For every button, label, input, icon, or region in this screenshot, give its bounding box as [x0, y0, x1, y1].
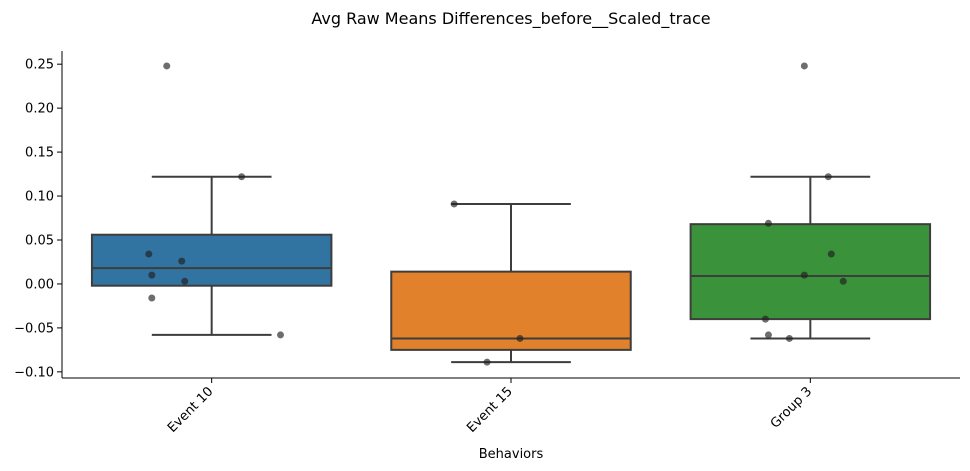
data-point	[827, 250, 835, 258]
data-point	[163, 62, 171, 70]
y-tick-label: −0.10	[14, 365, 54, 380]
x-tick-label: Event 15	[464, 384, 516, 436]
data-point	[450, 200, 458, 208]
data-point	[839, 277, 847, 285]
y-tick-label: 0.00	[25, 277, 54, 292]
y-tick-label: −0.05	[14, 321, 54, 336]
data-point	[800, 271, 808, 279]
chart-title: Avg Raw Means Differences_before__Scaled…	[311, 9, 710, 29]
box-group-3	[689, 175, 932, 340]
x-tick-label: Event 10	[165, 384, 217, 436]
data-point	[483, 358, 491, 366]
data-point	[761, 315, 769, 323]
box-iqr	[390, 270, 632, 351]
data-point	[145, 250, 153, 258]
data-point	[148, 271, 156, 279]
strip-points	[145, 62, 847, 366]
plot-area	[90, 62, 932, 366]
x-axis-label: Behaviors	[479, 447, 544, 462]
data-point	[148, 294, 156, 302]
data-point	[178, 257, 186, 265]
data-point	[785, 334, 793, 342]
y-tick-label: 0.15	[25, 146, 54, 161]
box-event-10	[90, 175, 333, 336]
data-point	[277, 331, 285, 339]
data-point	[238, 173, 246, 181]
y-tick-label: 0.20	[25, 102, 54, 117]
y-tick-label: 0.05	[25, 233, 54, 248]
data-point	[516, 334, 524, 342]
y-tick-label: 0.25	[25, 58, 54, 73]
x-tick-label: Group 3	[768, 384, 815, 431]
x-axis: Event 10 Event 15 Group 3	[62, 377, 960, 436]
y-tick-label: 0.10	[25, 190, 54, 205]
data-point	[824, 173, 832, 181]
box-iqr	[689, 223, 932, 321]
box-event-15	[390, 202, 632, 364]
data-point	[181, 277, 189, 285]
data-point	[764, 219, 772, 227]
data-point	[764, 331, 772, 339]
data-point	[800, 62, 808, 70]
box-iqr	[90, 233, 333, 287]
y-axis: −0.10 −0.05 0.00 0.05 0.10 0.15 0.20 0.25	[14, 51, 63, 380]
